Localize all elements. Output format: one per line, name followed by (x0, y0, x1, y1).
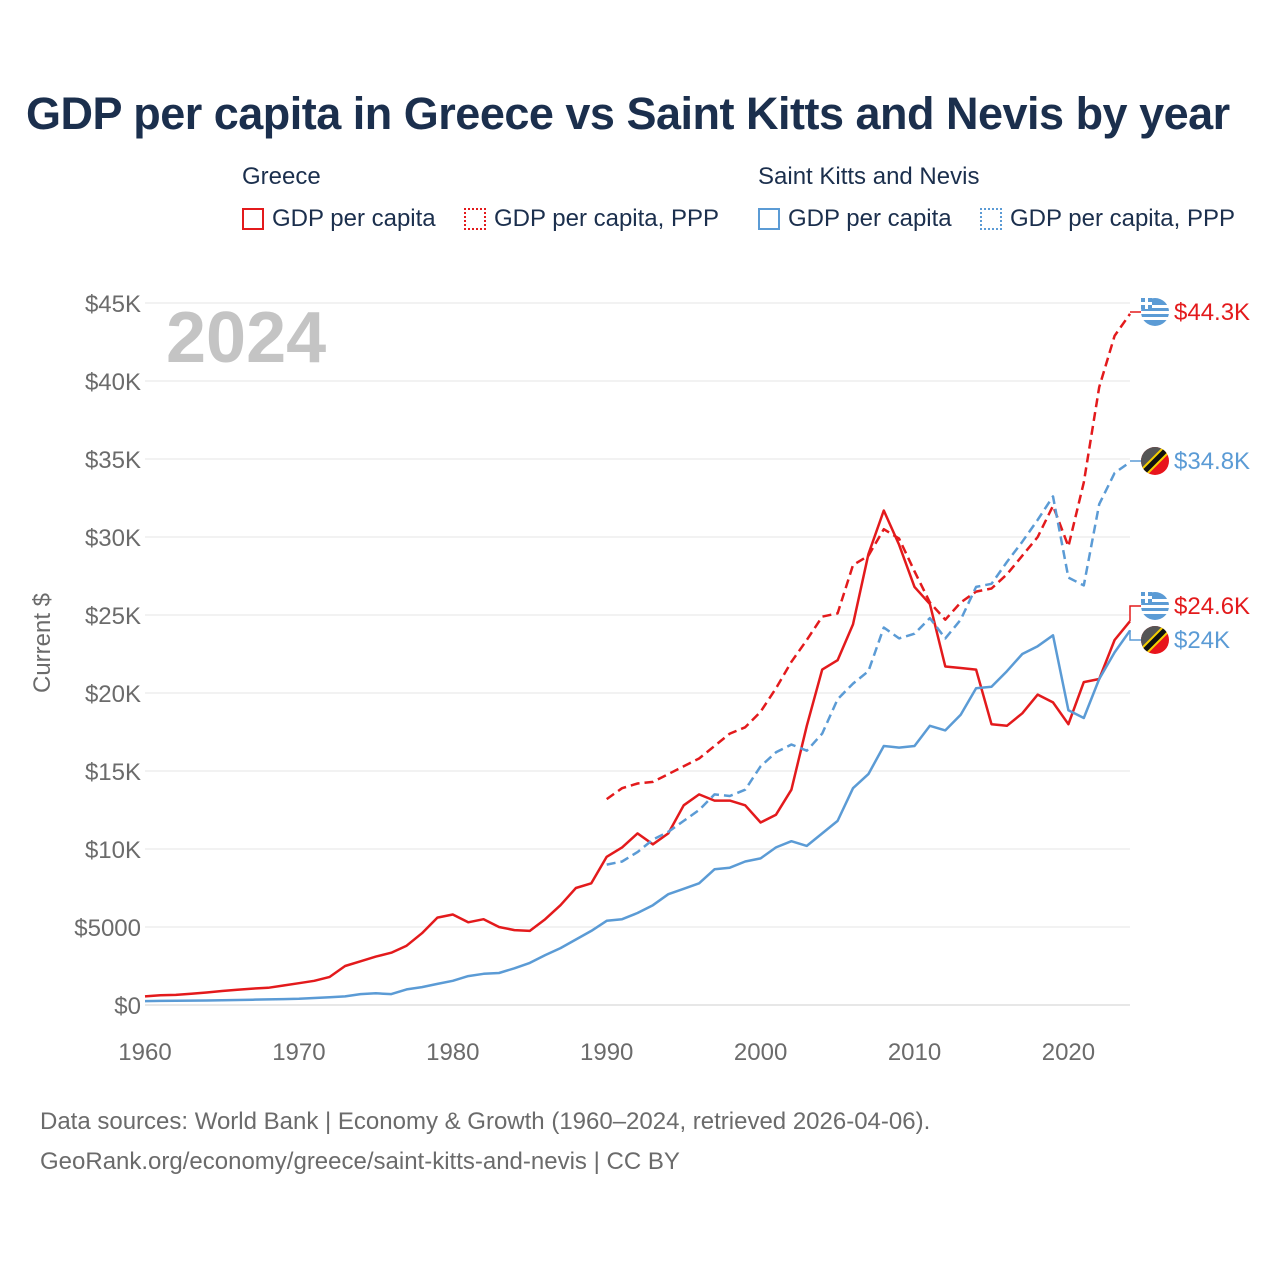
connector-line (1129, 605, 1141, 621)
legend-group-saint-kitts: Saint Kitts and Nevis (758, 163, 980, 190)
end-markers: $44.3K $34.8K $24.6K $24K (1129, 298, 1250, 654)
end-label-greece-ppp: $44.3K (1174, 299, 1250, 326)
legend-swatch-dotted-red (464, 208, 486, 230)
chart-title: GDP per capita in Greece vs Saint Kitts … (26, 88, 1230, 139)
x-tick-label: 2000 (734, 1039, 787, 1066)
legend-item-skn-gdp-ppp[interactable]: GDP per capita, PPP (980, 205, 1235, 233)
saint-kitts-flag-icon (1141, 447, 1169, 475)
x-tick-label: 1990 (580, 1039, 633, 1066)
legend-item-skn-gdp[interactable]: GDP per capita (758, 205, 952, 233)
x-tick-label: 1980 (426, 1039, 479, 1066)
footer-sources: Data sources: World Bank | Economy & Gro… (40, 1108, 931, 1135)
end-label-greece-gdp: $24.6K (1174, 593, 1250, 620)
y-tick-label: $10K (85, 837, 141, 864)
connector-line (1129, 630, 1141, 641)
x-tick-label: 2020 (1042, 1039, 1095, 1066)
x-tick-label: 2010 (888, 1039, 941, 1066)
legend-swatch-dotted-blue (980, 208, 1002, 230)
legend-item-greece-gdp[interactable]: GDP per capita (242, 205, 436, 233)
legend-swatch-solid-blue (758, 208, 780, 230)
legend-label: GDP per capita, PPP (1010, 205, 1235, 232)
x-axis-ticks: 1960 1970 1980 1990 2000 2010 2020 (118, 1039, 1095, 1066)
legend-label: GDP per capita (272, 205, 436, 232)
series-line-3 (606, 461, 1131, 866)
y-tick-label: $25K (85, 603, 141, 630)
x-tick-label: 1970 (272, 1039, 325, 1066)
end-label-skn-ppp: $34.8K (1174, 448, 1250, 475)
grid-lines (145, 302, 1130, 1006)
year-watermark: 2024 (166, 298, 326, 378)
greece-flag-icon (1141, 298, 1169, 326)
series-line-2 (144, 629, 1132, 1003)
line-chart: 2024 $0 $5000 $10K $15K $20K $25K $30K $35K $40K… (29, 291, 1250, 1066)
saint-kitts-flag-icon (1141, 626, 1169, 654)
y-tick-label: $30K (85, 525, 141, 552)
y-tick-label: $35K (85, 447, 141, 474)
y-tick-label: $0 (114, 993, 141, 1020)
end-label-skn-gdp: $24K (1174, 627, 1230, 654)
y-tick-label: $20K (85, 681, 141, 708)
y-tick-label: $45K (85, 291, 141, 318)
series-line-0 (144, 509, 1131, 998)
legend-label: GDP per capita, PPP (494, 205, 719, 232)
legend-item-greece-gdp-ppp[interactable]: GDP per capita, PPP (464, 205, 719, 233)
y-tick-label: $5000 (74, 915, 141, 942)
y-tick-label: $15K (85, 759, 141, 786)
greece-flag-icon (1141, 592, 1169, 620)
series-lines (144, 313, 1132, 1003)
y-axis-label: Current $ (29, 593, 56, 693)
legend-group-greece: Greece (242, 163, 321, 190)
y-axis-ticks: $0 $5000 $10K $15K $20K $25K $30K $35K $40K $45K (74, 291, 141, 1020)
series-line-1 (605, 313, 1132, 801)
x-tick-label: 1960 (118, 1039, 171, 1066)
footer-link[interactable]: GeoRank.org/economy/greece/saint-kitts-a… (40, 1148, 680, 1175)
y-tick-label: $40K (85, 369, 141, 396)
legend-swatch-solid-red (242, 208, 264, 230)
legend-label: GDP per capita (788, 205, 952, 232)
